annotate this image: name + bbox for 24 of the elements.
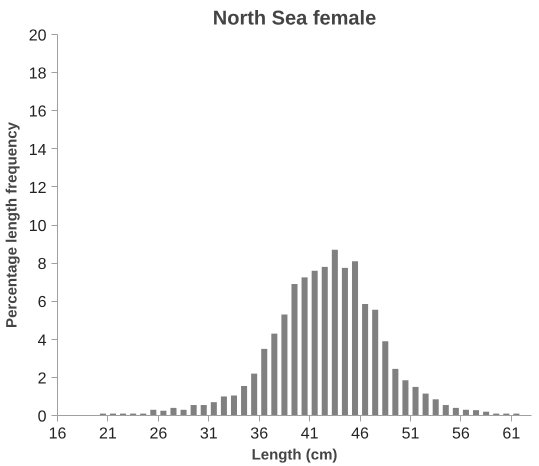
x-tick-label: 31 <box>200 426 218 442</box>
x-tick-label: 56 <box>452 426 470 442</box>
x-tick-label: 36 <box>250 426 268 442</box>
y-tick-label: 4 <box>38 332 47 350</box>
y-tick-label: 10 <box>28 218 47 235</box>
x-tick-label: 61 <box>502 426 520 442</box>
y-tick-label: 20 <box>28 28 47 44</box>
y-tick-label: 6 <box>38 294 47 312</box>
x-tick-label: 51 <box>402 426 420 442</box>
y-tick-label: 18 <box>28 66 47 83</box>
x-tick-label: 21 <box>99 426 117 442</box>
x-tick-label: 16 <box>48 426 66 442</box>
x-axis-title: Length (cm) <box>252 446 338 464</box>
y-tick-label: 8 <box>38 256 47 274</box>
y-tick-label: 2 <box>38 370 47 388</box>
y-tick-label: 12 <box>28 180 47 197</box>
x-tick-label: 26 <box>149 426 168 442</box>
y-tick-label: 14 <box>28 142 47 159</box>
y-axis-title: Percentage length frequency <box>4 121 21 328</box>
x-tick-label: 41 <box>300 426 319 442</box>
y-tick-label: 16 <box>28 104 47 121</box>
y-tick-label: 0 <box>38 408 47 426</box>
chart-title: North Sea female <box>212 8 376 30</box>
x-tick-label: 46 <box>351 426 370 442</box>
